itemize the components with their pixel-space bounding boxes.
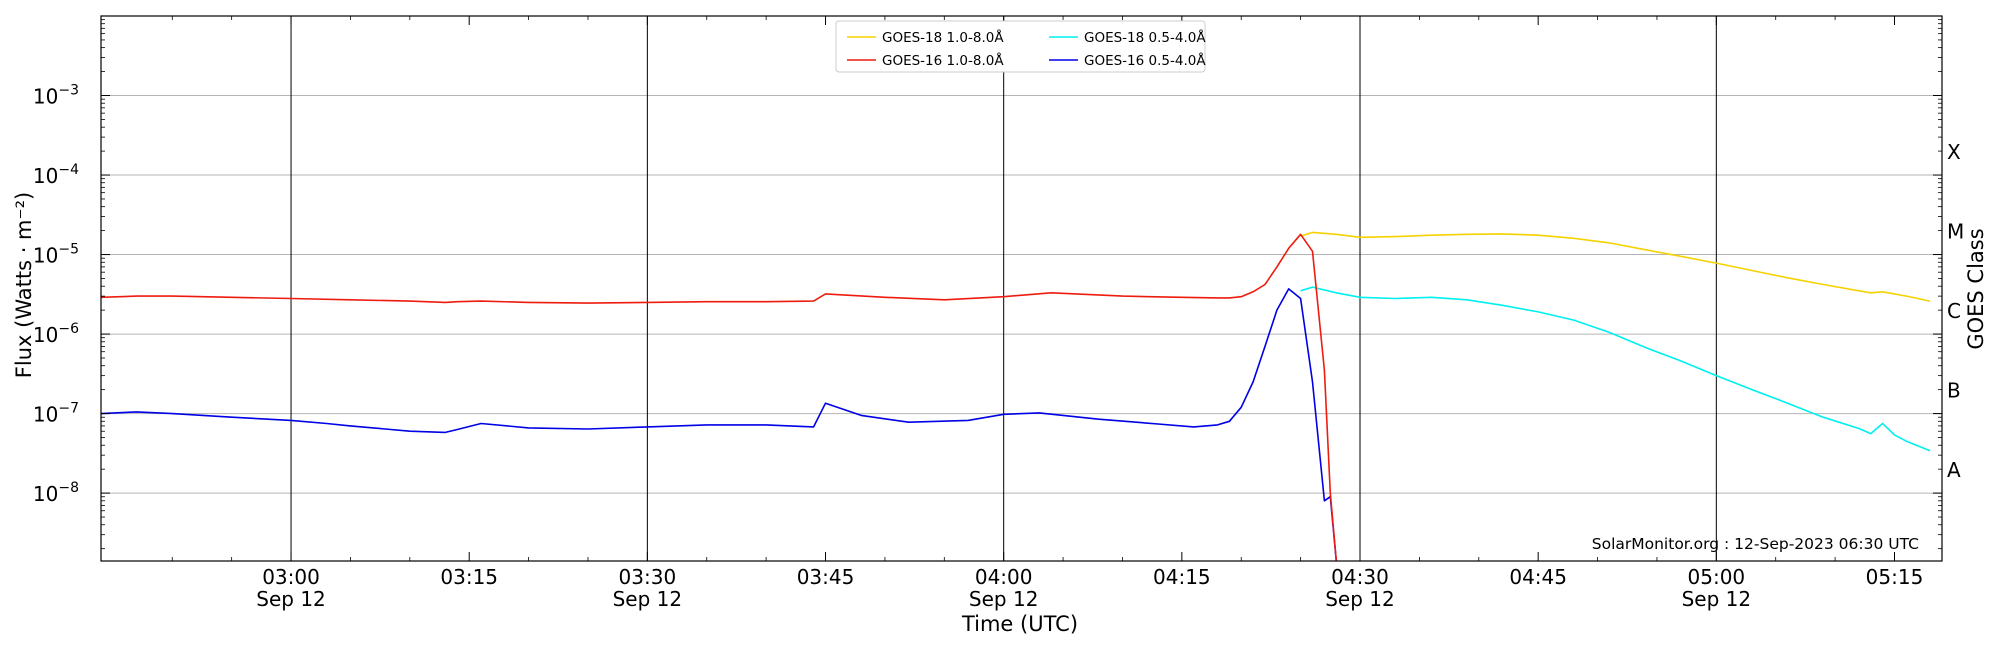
goes-class-labels: X M C B A bbox=[1947, 140, 1964, 482]
x-tick-label-time-1: 03:15 bbox=[440, 565, 498, 589]
x-tick-label-date-4: Sep 12 bbox=[969, 587, 1039, 611]
goes-class-c: C bbox=[1947, 299, 1961, 323]
y-tick-label-3: 10−6 bbox=[33, 321, 79, 347]
x-tick-label-time-2: 03:30 bbox=[619, 565, 677, 589]
x-tick-label-time-9: 05:15 bbox=[1866, 565, 1924, 589]
x-tick-label-time-5: 04:15 bbox=[1153, 565, 1211, 589]
x-tick-label-time-3: 03:45 bbox=[797, 565, 855, 589]
x-tick-label-date-6: Sep 12 bbox=[1325, 587, 1395, 611]
goes-class-a: A bbox=[1947, 458, 1961, 482]
plot-frame bbox=[100, 15, 1943, 562]
goes-class-m: M bbox=[1947, 220, 1964, 244]
x-tick-label-date-2: Sep 12 bbox=[613, 587, 683, 611]
y-tick-label-0: 10−3 bbox=[33, 83, 79, 109]
horizontal-gridlines bbox=[101, 95, 1942, 494]
right-y-axis-title: GOES Class bbox=[1964, 228, 1988, 349]
legend-label-0: GOES-18 1.0-8.0Å bbox=[882, 29, 1004, 46]
x-tick-label-time-0: 03:00 bbox=[262, 565, 320, 589]
x-tick-label-date-8: Sep 12 bbox=[1682, 587, 1752, 611]
legend-label-1: GOES-16 1.0-8.0Å bbox=[882, 52, 1004, 69]
data-series bbox=[100, 231, 1931, 562]
x-tick-label-time-6: 04:30 bbox=[1331, 565, 1389, 589]
goes-class-x: X bbox=[1947, 140, 1961, 164]
legend: GOES-18 1.0-8.0Å GOES-16 1.0-8.0Å GOES-18 … bbox=[835, 20, 1206, 73]
goes-class-b: B bbox=[1947, 379, 1961, 403]
series-line-0 bbox=[1300, 231, 1931, 302]
legend-label-2: GOES-18 0.5-4.0Å bbox=[1084, 29, 1206, 46]
x-tick-label-time-4: 04:00 bbox=[975, 565, 1033, 589]
x-tick-label-time-8: 05:00 bbox=[1688, 565, 1746, 589]
y-tick-label-5: 10−8 bbox=[33, 480, 79, 506]
x-tick-label-date-0: Sep 12 bbox=[256, 587, 326, 611]
y-tick-label-2: 10−5 bbox=[33, 242, 79, 268]
x-axis-title: Time (UTC) bbox=[961, 612, 1078, 636]
major-time-gridlines bbox=[290, 16, 1717, 561]
y-tick-label-1: 10−4 bbox=[33, 162, 79, 188]
y-tick-labels: 10−3 10−4 10−5 10−6 10−7 10−8 bbox=[33, 83, 79, 507]
y-axis-title: Flux (Watts · m⁻²) bbox=[12, 192, 36, 378]
legend-label-3: GOES-16 0.5-4.0Å bbox=[1084, 52, 1206, 69]
x-tick-label-time-7: 04:45 bbox=[1509, 565, 1567, 589]
axis-ticks bbox=[101, 16, 1942, 561]
series-line-1 bbox=[100, 233, 1338, 562]
legend-box bbox=[835, 20, 1206, 73]
series-line-2 bbox=[1300, 286, 1931, 452]
y-tick-label-4: 10−7 bbox=[33, 401, 79, 427]
credit-text: SolarMonitor.org : 12-Sep-2023 06:30 UTC bbox=[1592, 535, 1919, 553]
series-line-3 bbox=[100, 288, 1338, 562]
